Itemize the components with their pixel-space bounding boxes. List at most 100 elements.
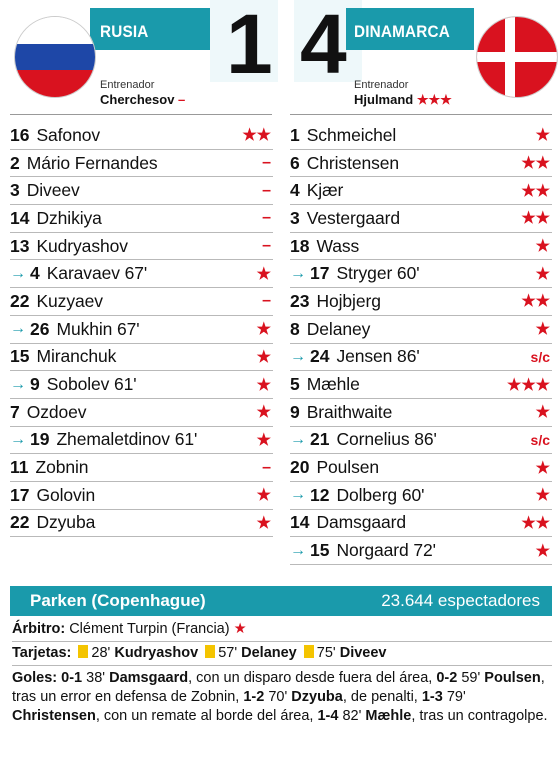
- player-row: → 17 Stryger 60' ★: [290, 260, 552, 289]
- player-rating: ★★: [521, 514, 550, 532]
- goal-minute: 59': [461, 670, 481, 686]
- away-name-bar: [346, 8, 474, 50]
- goal-score: 1-2: [243, 689, 265, 705]
- away-score: 4: [300, 0, 347, 91]
- player-name: Karavaev 67': [46, 263, 148, 284]
- card-minute: 57': [218, 645, 238, 661]
- player-row: → 15 Norgaard 72' ★: [290, 537, 552, 565]
- substitution-arrow-icon: →: [290, 486, 306, 504]
- player-number: 22: [10, 512, 30, 533]
- player-row: → 19 Zhemaletdinov 61' ★: [10, 427, 273, 455]
- player-name: Diveev: [26, 180, 80, 201]
- home-coach: Cherchesov –: [100, 92, 185, 107]
- player-number: 1: [290, 124, 300, 145]
- player-row: 16 Safonov ★★: [10, 122, 273, 150]
- player-number: 3: [10, 180, 20, 201]
- player-name: Dzyuba: [36, 512, 96, 533]
- away-team-name: DINAMARCA: [354, 22, 450, 41]
- home-coach-name: Cherchesov: [100, 92, 175, 107]
- player-row: 9 Braithwaite ★: [290, 399, 552, 427]
- substitution-arrow-icon: →: [10, 320, 26, 338]
- player-rating: –: [262, 292, 271, 310]
- player-row: → 21 Cornelius 86' s/c: [290, 427, 552, 455]
- home-team-name: RUSIA: [100, 22, 149, 41]
- player-rating: ★: [256, 431, 271, 449]
- player-row: 3 Diveev –: [10, 177, 273, 206]
- player-rating: –: [262, 154, 271, 172]
- away-coach-label: Entrenador: [354, 79, 409, 91]
- player-rating: ★: [256, 265, 271, 283]
- player-rating: –: [262, 209, 271, 227]
- goal-player: Mæhle: [365, 708, 412, 724]
- home-team-header: RUSIA 1 Entrenador Cherchesov –: [0, 0, 278, 115]
- goal-player: Poulsen: [484, 670, 541, 686]
- player-name: Vestergaard: [306, 207, 401, 228]
- yellow-card-icon: [303, 645, 314, 658]
- referee-label: Árbitro:: [12, 621, 66, 637]
- away-divider: [290, 114, 552, 115]
- player-name: Jensen 86': [336, 346, 420, 367]
- attendance: 23.644 espectadores: [381, 591, 540, 610]
- player-rating: ★★: [521, 182, 550, 200]
- player-name: Schmeichel: [306, 124, 397, 145]
- player-number: 7: [10, 401, 20, 422]
- player-rating: s/c: [530, 348, 550, 365]
- player-rating: ★: [535, 238, 550, 256]
- player-name: Ozdoev: [26, 401, 87, 422]
- player-name: Zobnin: [35, 457, 89, 478]
- player-name: Poulsen: [316, 457, 380, 478]
- player-rating: ★★: [521, 210, 550, 228]
- home-coach-label: Entrenador: [100, 79, 155, 91]
- player-name: Mæhle: [306, 374, 360, 395]
- russia-flag-icon: [14, 16, 96, 98]
- player-rating: ★: [535, 487, 550, 505]
- goal-desc: , de penalti,: [342, 689, 422, 705]
- player-number: 17: [10, 484, 30, 505]
- player-number: 24: [310, 346, 330, 367]
- player-rating: ★: [256, 376, 271, 394]
- player-number: 6: [290, 152, 300, 173]
- player-number: 14: [10, 207, 30, 228]
- player-row: → 26 Mukhin 67' ★: [10, 316, 273, 344]
- substitution-arrow-icon: →: [290, 264, 306, 282]
- card-minute: 75': [316, 645, 336, 661]
- player-rating: –: [262, 237, 271, 255]
- player-rating: ★: [256, 514, 271, 532]
- goal-minute: 38': [86, 670, 106, 686]
- home-score-box: [210, 0, 278, 82]
- goal-minute: 82': [342, 708, 362, 724]
- player-rating: ★: [535, 321, 550, 339]
- player-number: 23: [290, 290, 310, 311]
- player-name: Kjær: [306, 180, 344, 201]
- match-header: RUSIA 1 Entrenador Cherchesov – 4 DINAMA…: [0, 0, 560, 115]
- goal-score: 1-3: [421, 689, 443, 705]
- player-number: 8: [290, 318, 300, 339]
- player-number: 15: [310, 540, 330, 561]
- player-number: 18: [290, 235, 310, 256]
- player-name: Braithwaite: [306, 401, 393, 422]
- player-row: 22 Kuzyaev –: [10, 288, 273, 316]
- referee-line: Árbitro: Clément Turpin (Francia) ★: [12, 618, 552, 642]
- home-name-bar: [90, 8, 220, 50]
- player-rating: ★: [535, 542, 550, 560]
- player-rating: ★: [535, 404, 550, 422]
- player-row: 5 Mæhle ★★★: [290, 371, 552, 399]
- player-number: 4: [30, 263, 40, 284]
- player-number: 13: [10, 235, 30, 256]
- player-row: → 24 Jensen 86' s/c: [290, 344, 552, 372]
- player-number: 19: [30, 429, 50, 450]
- player-row: 11 Zobnin –: [10, 454, 273, 482]
- player-number: 17: [310, 263, 330, 284]
- player-rating: ★★: [242, 127, 271, 145]
- player-name: Kudryashov: [36, 235, 128, 256]
- player-rating: ★: [256, 487, 271, 505]
- player-row: → 9 Sobolev 61' ★: [10, 371, 273, 399]
- player-rating: ★: [256, 404, 271, 422]
- substitution-arrow-icon: →: [10, 264, 26, 282]
- player-number: 3: [290, 207, 300, 228]
- player-number: 11: [10, 457, 29, 478]
- player-number: 20: [290, 457, 310, 478]
- player-name: Delaney: [306, 318, 371, 339]
- goals-block: Goles: 0-1 38' Damsgaard, con un disparo…: [12, 666, 552, 726]
- player-name: Zhemaletdinov 61': [56, 429, 198, 450]
